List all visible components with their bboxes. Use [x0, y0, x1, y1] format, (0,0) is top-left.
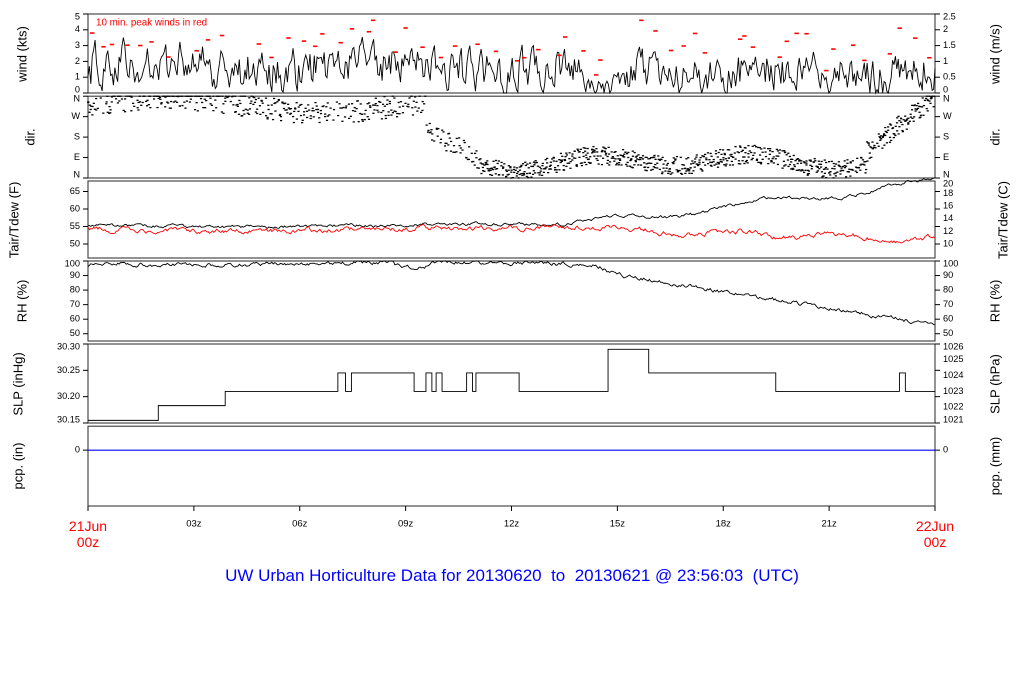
svg-text:65: 65 [70, 186, 80, 196]
svg-text:18z: 18z [716, 519, 732, 530]
svg-text:1023: 1023 [943, 386, 963, 396]
svg-text:S: S [74, 132, 80, 142]
svg-text:0.5: 0.5 [943, 72, 956, 82]
svg-text:14: 14 [943, 213, 953, 223]
svg-text:50: 50 [943, 328, 953, 338]
svg-text:N: N [943, 94, 950, 104]
svg-text:09z: 09z [398, 519, 414, 530]
svg-text:5: 5 [75, 11, 80, 21]
svg-text:2.5: 2.5 [943, 11, 956, 21]
svg-text:N: N [73, 169, 80, 179]
svg-text:2: 2 [943, 24, 948, 34]
svg-text:30.25: 30.25 [57, 365, 80, 375]
svg-text:1: 1 [75, 72, 80, 82]
svg-text:90: 90 [70, 270, 80, 280]
svg-text:0: 0 [943, 445, 948, 455]
svg-text:30.30: 30.30 [57, 341, 80, 351]
svg-text:12: 12 [943, 226, 953, 236]
svg-text:N: N [73, 94, 80, 104]
svg-text:100: 100 [65, 258, 80, 268]
svg-text:E: E [943, 152, 949, 162]
svg-text:W: W [943, 111, 952, 121]
svg-text:20: 20 [943, 178, 953, 188]
svg-text:70: 70 [943, 299, 953, 309]
svg-text:60: 60 [70, 203, 80, 213]
svg-text:1.5: 1.5 [943, 40, 956, 50]
svg-text:30.15: 30.15 [57, 414, 80, 424]
svg-text:50: 50 [70, 328, 80, 338]
svg-text:1026: 1026 [943, 341, 963, 351]
svg-text:16: 16 [943, 201, 953, 211]
svg-text:18: 18 [943, 188, 953, 198]
svg-text:W: W [71, 111, 80, 121]
svg-text:1: 1 [943, 56, 948, 66]
svg-text:4: 4 [75, 24, 80, 34]
svg-text:1022: 1022 [943, 402, 963, 412]
svg-text:1021: 1021 [943, 414, 963, 424]
svg-text:60: 60 [70, 314, 80, 324]
svg-text:10: 10 [943, 238, 953, 248]
svg-text:12z: 12z [504, 519, 520, 530]
svg-text:80: 80 [943, 285, 953, 295]
svg-text:60: 60 [943, 314, 953, 324]
svg-text:70: 70 [70, 299, 80, 309]
svg-text:15z: 15z [610, 519, 626, 530]
svg-text:0: 0 [75, 445, 80, 455]
svg-text:100: 100 [943, 258, 958, 268]
svg-text:80: 80 [70, 285, 80, 295]
svg-text:90: 90 [943, 270, 953, 280]
svg-text:06z: 06z [292, 519, 308, 530]
svg-text:50: 50 [70, 238, 80, 248]
svg-text:S: S [943, 132, 949, 142]
svg-text:10 min. peak winds in red: 10 min. peak winds in red [96, 18, 207, 29]
svg-text:1025: 1025 [943, 354, 963, 364]
svg-text:03z: 03z [186, 519, 202, 530]
svg-text:1024: 1024 [943, 370, 963, 380]
svg-text:E: E [74, 152, 80, 162]
svg-text:21z: 21z [821, 519, 837, 530]
svg-text:3: 3 [75, 40, 80, 50]
